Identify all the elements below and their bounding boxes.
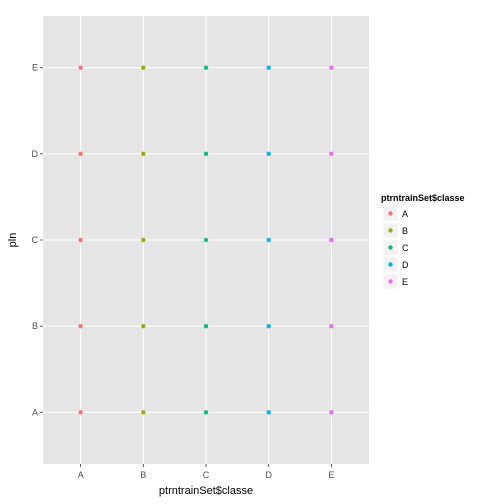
y-tick-label-d: D [32, 149, 39, 159]
point-e-b [329, 323, 334, 329]
y-axis-ticks: A B C D E [32, 63, 43, 417]
legend-marker-e [388, 279, 393, 284]
legend-marker-a [388, 211, 393, 216]
legend-label-b: B [402, 226, 408, 236]
point-a-b [78, 323, 83, 329]
point-a-a [78, 410, 83, 415]
x-axis-title: ptrntrainSet$classe [159, 485, 253, 497]
x-tick-label-d: D [265, 470, 272, 480]
point-a-d [78, 151, 83, 157]
point-d-b [266, 323, 271, 329]
x-tick-label-c: C [203, 470, 210, 480]
legend-label-e: E [402, 277, 408, 287]
y-axis-title: pln [7, 233, 19, 248]
point-c-b [203, 323, 209, 329]
legend-marker-b [388, 228, 393, 233]
legend-label-d: D [402, 260, 409, 270]
point-e-d [329, 151, 334, 157]
point-b-e [141, 65, 146, 70]
point-d-c [266, 237, 271, 243]
x-tick-label-e: E [328, 470, 334, 480]
point-c-e [203, 65, 209, 70]
point-b-b [141, 323, 146, 329]
legend-label-c: C [402, 243, 409, 253]
point-c-a [203, 410, 209, 415]
y-tick-label-e: E [32, 63, 38, 73]
legend-label-a: A [402, 209, 408, 219]
y-tick-label-c: C [32, 235, 39, 245]
x-tick-label-b: B [140, 470, 146, 480]
y-tick-label-b: B [32, 321, 38, 331]
point-b-a [141, 410, 146, 415]
point-c-c [203, 237, 209, 243]
y-tick-label-a: A [32, 407, 38, 417]
point-c-d [203, 151, 209, 157]
x-axis-ticks: A B C D E [78, 464, 334, 480]
data-points [78, 65, 334, 415]
point-d-a [266, 410, 271, 415]
point-d-d [266, 151, 271, 157]
point-e-a [329, 410, 334, 415]
point-b-d [141, 151, 146, 157]
legend-marker-d [388, 262, 393, 267]
point-e-e [329, 65, 334, 70]
legend-marker-c [388, 245, 393, 250]
point-a-e [78, 65, 83, 70]
point-a-c [78, 237, 83, 243]
point-e-c [329, 237, 334, 243]
point-b-c [141, 237, 146, 243]
point-d-e [266, 65, 271, 70]
legend-title: ptrntrainSet$classe [381, 193, 465, 203]
x-tick-label-a: A [78, 470, 84, 480]
